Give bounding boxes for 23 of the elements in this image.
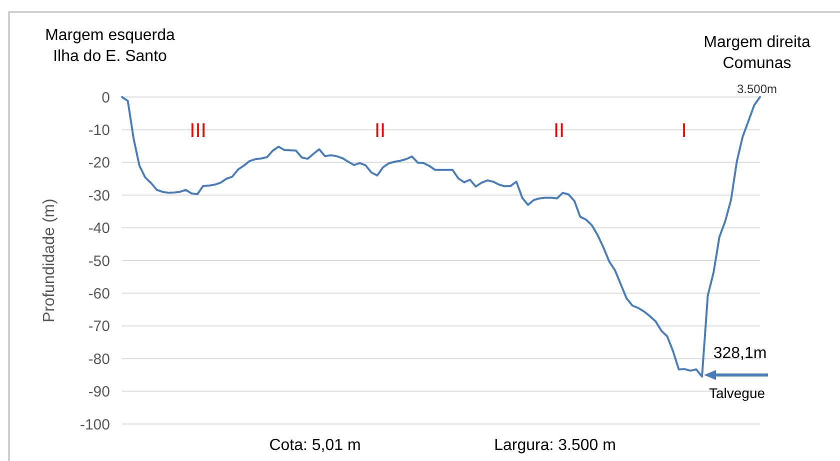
text: Margem direita Comunas xyxy=(704,34,810,72)
annotation: I xyxy=(681,120,687,142)
y-axis-title: Profundidade (m) xyxy=(41,198,58,322)
y-tick-label: -10 xyxy=(88,122,110,139)
text: Largura: 3.500 m xyxy=(494,437,616,454)
text: Margem esquerda Ilha do E. Santo xyxy=(45,27,176,65)
y-tick-label: -30 xyxy=(88,187,110,204)
annotation: II xyxy=(374,120,386,142)
y-tick-label: -40 xyxy=(88,220,110,238)
text: 3.500m xyxy=(736,82,778,96)
y-tick-label: -70 xyxy=(88,318,110,336)
annotation: II xyxy=(553,120,565,142)
y-tick-label: -60 xyxy=(88,285,110,302)
text: Cota: 5,01 m xyxy=(269,437,361,454)
y-tick-label: -90 xyxy=(88,384,110,401)
y-tick-label: -80 xyxy=(88,350,110,368)
y-tick-label: -50 xyxy=(88,252,110,270)
y-tick-label: 0 xyxy=(102,89,110,106)
annotation: 328,1m xyxy=(713,345,767,362)
annotation: III xyxy=(190,120,206,142)
y-tick-label: -100 xyxy=(80,416,110,434)
annotation: Talvegue xyxy=(708,385,766,401)
y-tick-label: -20 xyxy=(88,154,110,172)
